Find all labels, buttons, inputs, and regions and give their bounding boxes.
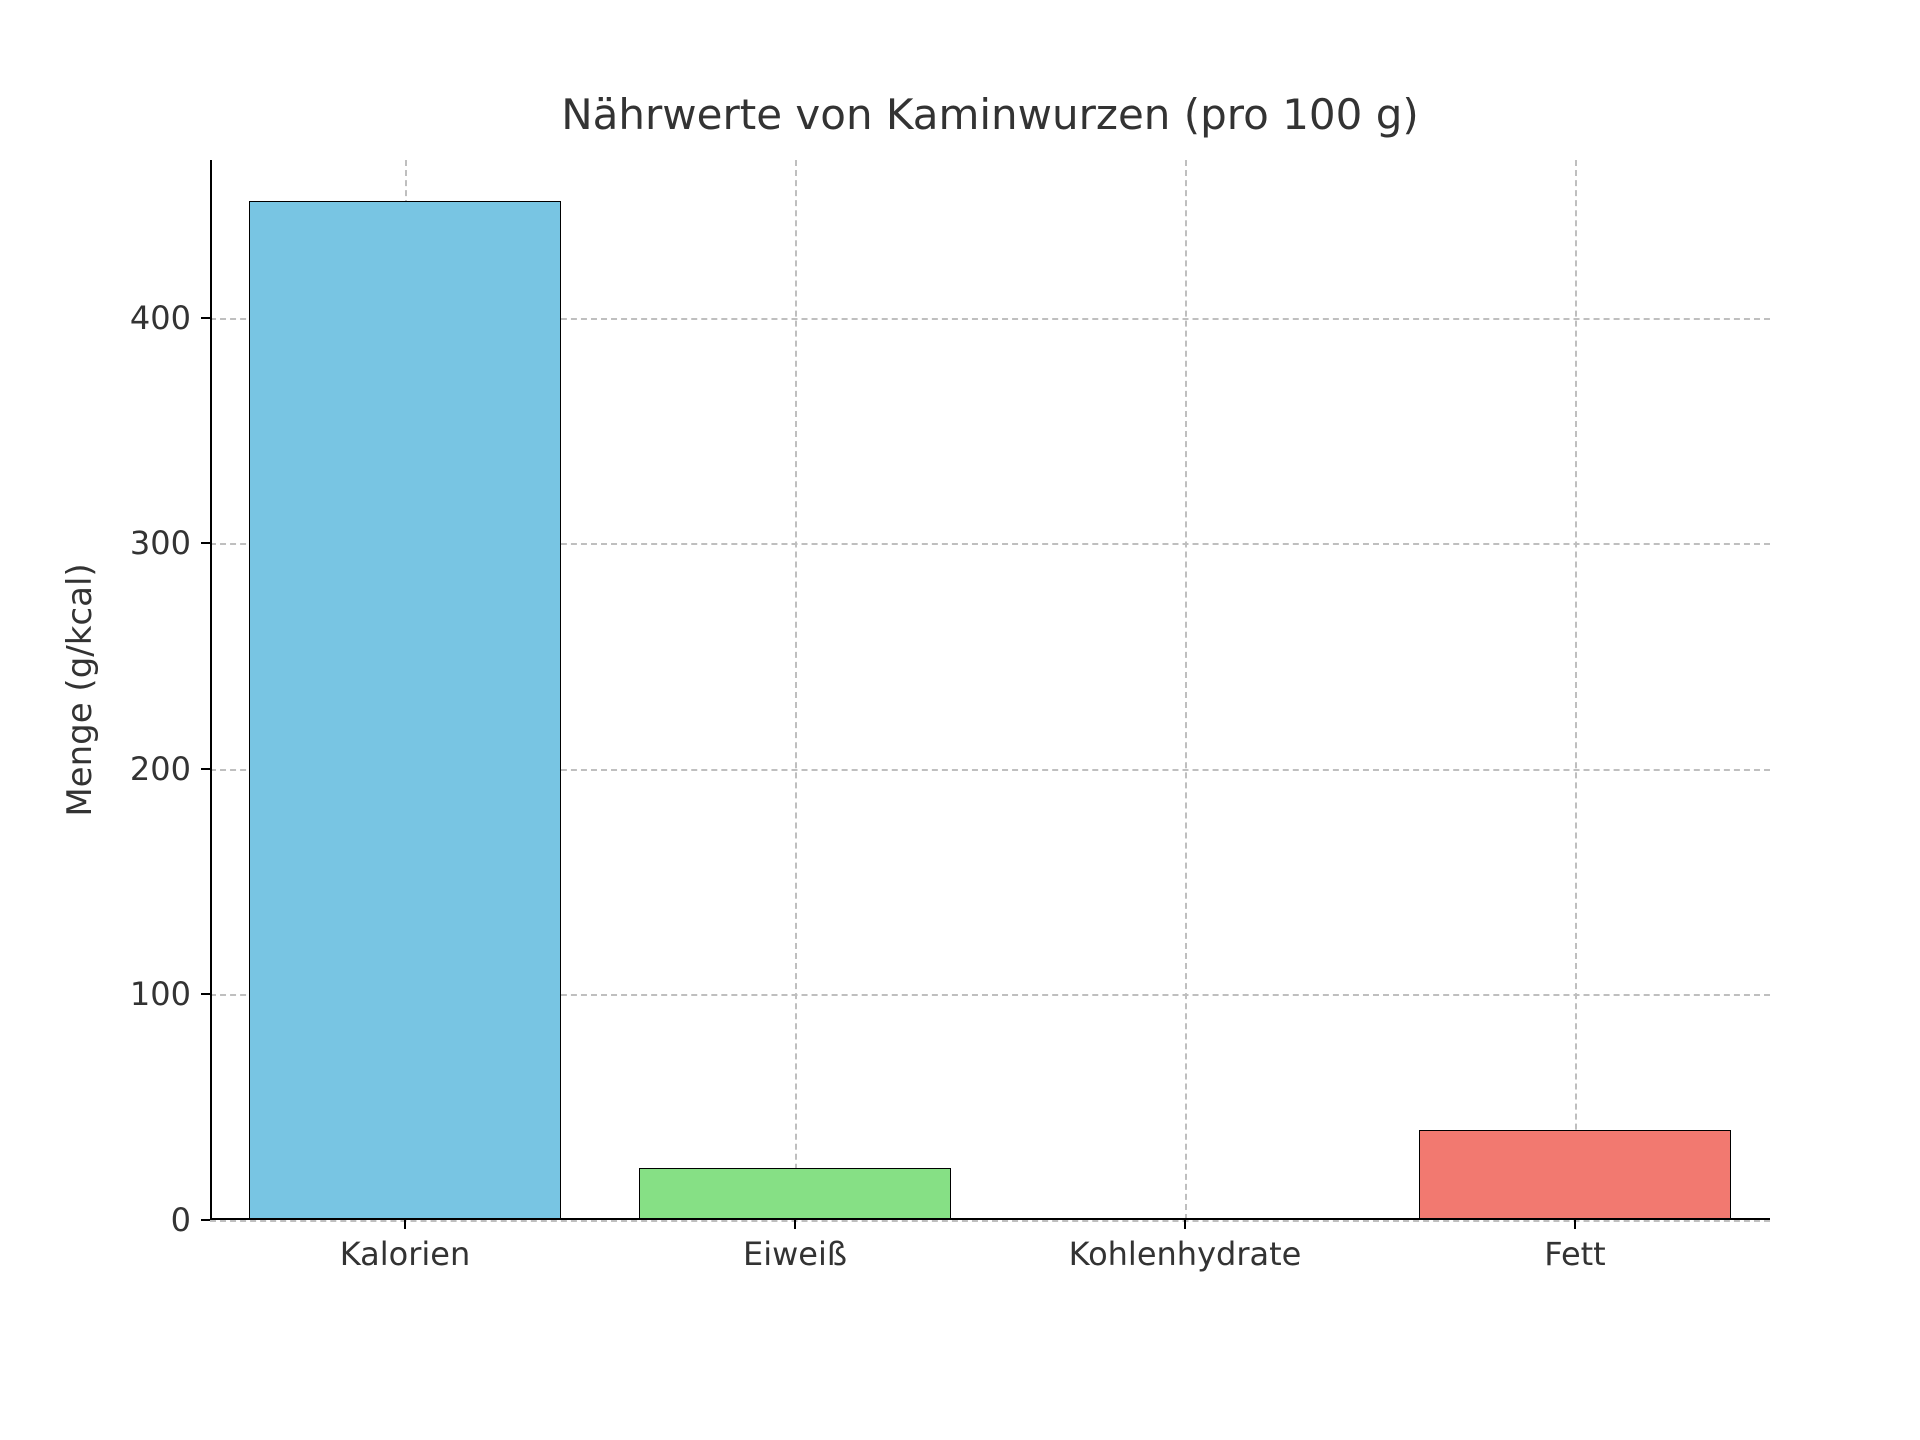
grid-line-vertical [1575, 160, 1577, 1220]
chart-title: Nährwerte von Kaminwurzen (pro 100 g) [561, 90, 1419, 139]
y-tick-label: 200 [130, 750, 191, 788]
x-axis-spine [210, 1218, 1770, 1220]
figure: Nährwerte von Kaminwurzen (pro 100 g) Me… [0, 0, 1920, 1440]
x-tick-label: Kohlenhydrate [1069, 1235, 1302, 1273]
y-tick-mark [201, 768, 210, 770]
grid-line-vertical [795, 160, 797, 1220]
y-tick-mark [201, 317, 210, 319]
x-tick-mark [1184, 1220, 1186, 1229]
y-tick-mark [201, 993, 210, 995]
x-tick-mark [794, 1220, 796, 1229]
grid-line-vertical [1185, 160, 1187, 1220]
plot-area [210, 160, 1770, 1220]
y-axis-label: Menge (g/kcal) [60, 563, 100, 816]
bar [639, 1168, 951, 1220]
y-tick-mark [201, 542, 210, 544]
y-axis-spine [210, 160, 212, 1220]
y-tick-label: 400 [130, 299, 191, 337]
grid-line-horizontal [210, 1220, 1770, 1222]
x-tick-label: Eiweiß [743, 1235, 847, 1273]
x-tick-mark [1574, 1220, 1576, 1229]
bar [1419, 1130, 1731, 1220]
x-tick-label: Kalorien [340, 1235, 471, 1273]
y-tick-label: 300 [130, 524, 191, 562]
x-tick-label: Fett [1544, 1235, 1605, 1273]
bar [249, 201, 561, 1220]
y-tick-label: 100 [130, 975, 191, 1013]
x-tick-mark [404, 1220, 406, 1229]
y-tick-label: 0 [171, 1201, 191, 1239]
y-tick-mark [201, 1219, 210, 1221]
